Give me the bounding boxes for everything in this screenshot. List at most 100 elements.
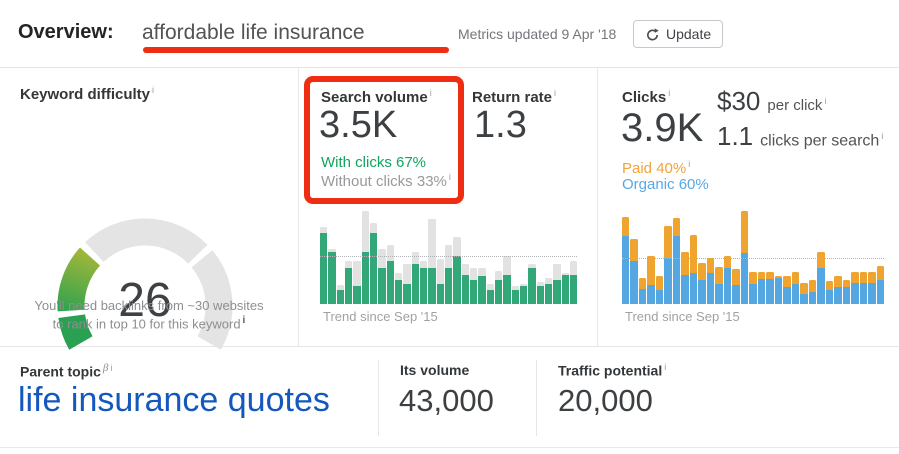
clicks-per-search: 1.1 clicks per search i xyxy=(717,121,883,152)
info-icon[interactable]: i xyxy=(881,130,884,141)
info-icon[interactable]: i xyxy=(688,159,691,169)
beta-icon: β xyxy=(102,362,109,374)
trend-bar xyxy=(740,211,749,304)
traffic-potential-label: Traffic potential xyxy=(558,362,663,379)
without-clicks-stat: Without clicks 33% i xyxy=(321,172,451,190)
trend-bar xyxy=(834,211,842,304)
trend-bar xyxy=(825,211,834,304)
trend-bar xyxy=(851,211,859,304)
trend-bar xyxy=(706,211,715,304)
clicks-header: Clicks i xyxy=(622,88,670,106)
info-icon[interactable]: i xyxy=(664,362,667,372)
trend-bar xyxy=(791,211,800,304)
trend-bar xyxy=(353,211,361,304)
trend-bar xyxy=(428,211,436,304)
cps-label-text: clicks per search xyxy=(760,132,880,149)
search-volume-header: Search volume i xyxy=(321,88,432,106)
metrics-row: Keyword difficulty i 26 You'll need backl… xyxy=(0,67,899,350)
trend-bar xyxy=(561,211,569,304)
keyword-difficulty-value: 26 xyxy=(118,274,171,327)
info-icon[interactable]: i xyxy=(668,88,671,98)
trend-bar xyxy=(378,211,386,304)
trend-bar xyxy=(689,211,698,304)
trend-bar xyxy=(494,211,503,304)
keyword-difficulty-gauge: 26 xyxy=(57,218,233,350)
keyword-difficulty-caption: You'll need backlinks from ~30 websites … xyxy=(10,298,288,331)
divider xyxy=(536,360,537,436)
trend-bar xyxy=(672,211,681,304)
trend-bar xyxy=(461,211,469,304)
trend-bar xyxy=(774,211,783,304)
info-icon[interactable]: i xyxy=(429,88,432,98)
return-rate-value: 1.3 xyxy=(474,104,527,146)
keyword-difficulty-label: Keyword difficulty xyxy=(20,86,151,103)
refresh-icon xyxy=(645,27,660,42)
trend-bar xyxy=(511,211,519,304)
page-title: Overview: xyxy=(18,21,114,43)
clicks-panel: Clicks i 3.9K $30 per click i 1.1 clicks p… xyxy=(598,68,899,346)
trend-bar xyxy=(749,211,757,304)
info-icon[interactable]: i xyxy=(448,172,451,182)
trend-bar xyxy=(757,211,766,304)
trend-bar xyxy=(766,211,774,304)
trend-bar xyxy=(469,211,478,304)
trend-bar xyxy=(664,211,672,304)
trend-bar xyxy=(681,211,689,304)
trend-bar xyxy=(486,211,494,304)
parent-topic-link[interactable]: life insurance quotes xyxy=(18,381,330,419)
trend-bar xyxy=(638,211,647,304)
info-icon[interactable]: i xyxy=(110,363,113,373)
trend-bar xyxy=(503,211,511,304)
parent-topic-row: Parent topic β i life insurance quotes Its… xyxy=(0,347,899,448)
trend-bar xyxy=(553,211,561,304)
trend-bar xyxy=(328,211,336,304)
trend-bar xyxy=(732,211,740,304)
cps-label: clicks per search i xyxy=(760,131,883,150)
trend-bar xyxy=(478,211,486,304)
trend-bar xyxy=(544,211,553,304)
trend-bar xyxy=(386,211,394,304)
metrics-updated-text: Metrics updated 9 Apr '18 xyxy=(458,26,617,42)
gauge-segment xyxy=(191,250,233,350)
trend-bar xyxy=(536,211,544,304)
info-icon[interactable]: i xyxy=(824,96,827,106)
info-icon[interactable]: i xyxy=(554,88,557,98)
with-clicks-stat: With clicks 67% xyxy=(321,154,427,171)
info-icon[interactable]: i xyxy=(152,85,155,95)
paid-text: Paid 40% xyxy=(622,160,687,177)
clicks-trend-chart xyxy=(622,211,885,304)
organic-stat: Organic 60% xyxy=(622,176,709,193)
trend-bar xyxy=(453,211,461,304)
trend-bar xyxy=(519,211,528,304)
trend-bar xyxy=(336,211,344,304)
trend-bar xyxy=(411,211,419,304)
trend-since-label: Trend since Sep '15 xyxy=(323,309,438,324)
cpc-label-text: per click xyxy=(767,97,823,114)
trend-bar xyxy=(868,211,876,304)
trend-bar xyxy=(800,211,808,304)
trend-bar xyxy=(528,211,536,304)
clicks-label: Clicks xyxy=(622,89,667,106)
trend-bar xyxy=(630,211,638,304)
trend-bar xyxy=(320,211,328,304)
trend-bar xyxy=(344,211,353,304)
trend-bar xyxy=(876,211,885,304)
info-icon[interactable]: i xyxy=(242,315,246,326)
trend-bar xyxy=(715,211,723,304)
trend-bar xyxy=(444,211,453,304)
trend-bar xyxy=(622,211,630,304)
update-button-label: Update xyxy=(666,26,712,42)
red-underline-annotation xyxy=(143,47,449,53)
traffic-potential-header: Traffic potential i xyxy=(558,362,666,379)
trend-bar xyxy=(842,211,851,304)
trend-bar xyxy=(369,211,378,304)
trend-bar xyxy=(394,211,403,304)
return-rate-label: Return rate xyxy=(472,89,553,106)
update-button[interactable]: Update xyxy=(633,20,724,48)
trend-bar xyxy=(783,211,791,304)
gauge-segment xyxy=(85,218,208,265)
keyword-difficulty-panel: Keyword difficulty i 26 You'll need backl… xyxy=(0,68,299,350)
paid-stat: Paid 40% i xyxy=(622,159,690,177)
without-clicks-text: Without clicks 33% xyxy=(321,173,447,190)
